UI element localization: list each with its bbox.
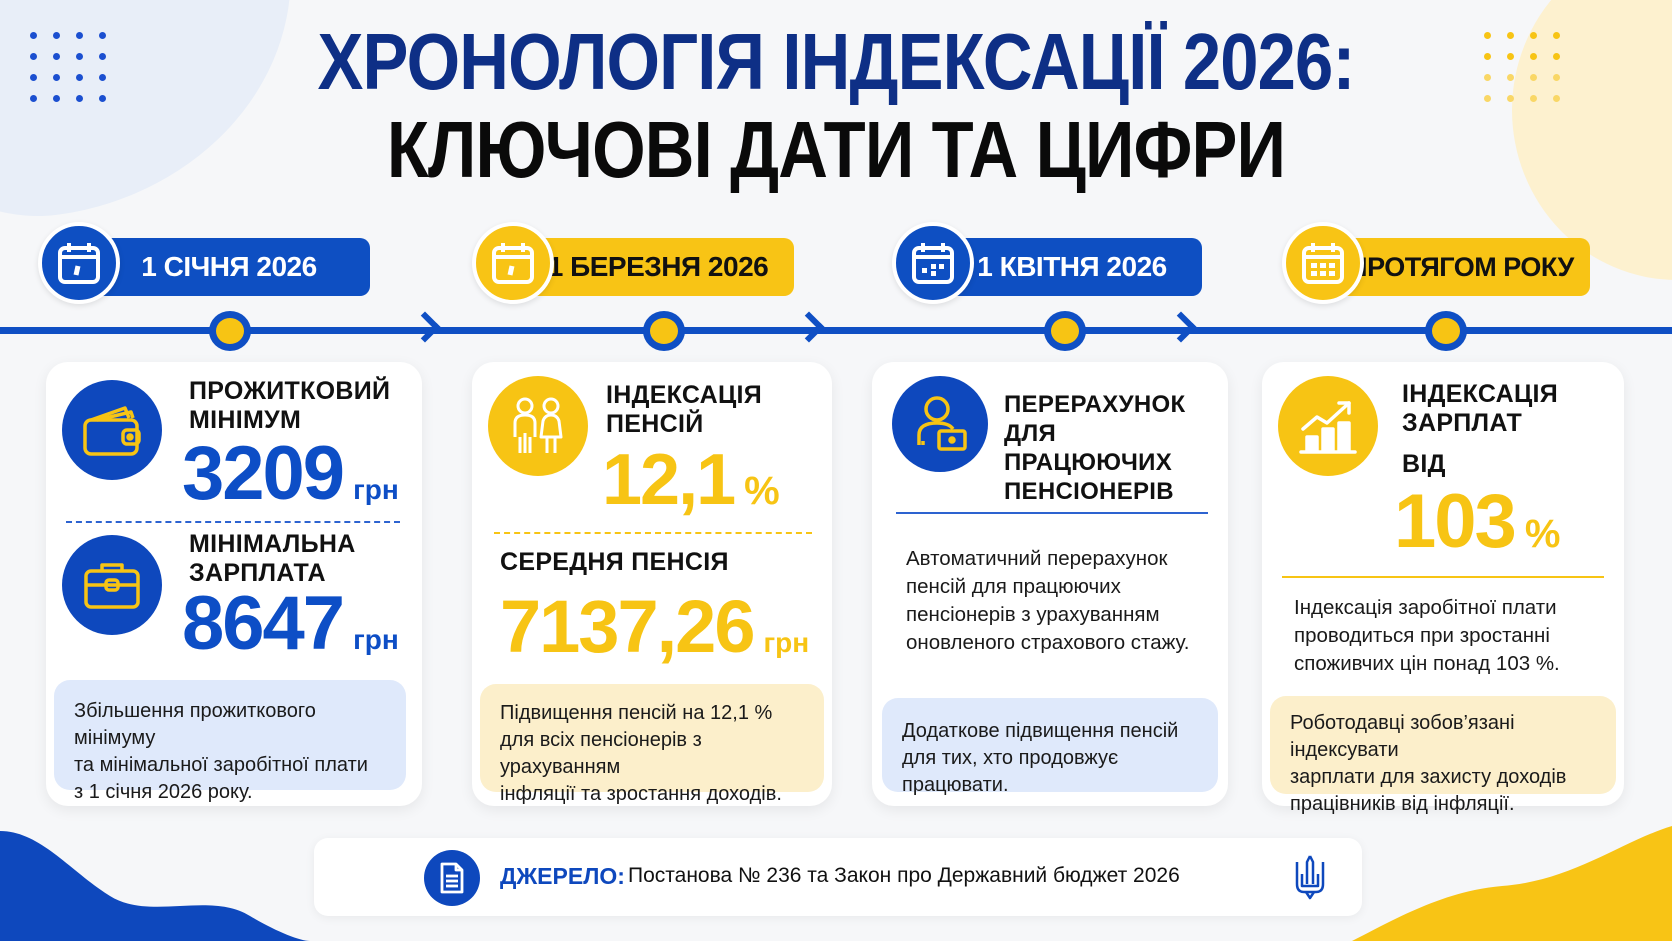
note-year: Роботодавці зобов’язані індексувати зарп… (1270, 696, 1616, 815)
living-wage-value: 3209 грн (182, 431, 399, 516)
salary-threshold-prefix: ВІД (1402, 450, 1446, 478)
card-march: ІНДЕКСАЦІЯ ПЕНСІЙ 12,1% СЕРЕДНЯ ПЕНСІЯ 7… (472, 362, 832, 806)
divider (494, 532, 812, 534)
divider (66, 521, 400, 523)
salary-indexation-description: Індексація заробітної плати проводиться … (1294, 596, 1560, 675)
timeline-arrow-icon (1165, 311, 1197, 343)
timeline-node (643, 311, 685, 351)
timeline-line (0, 327, 1672, 334)
calendar-icon (892, 222, 974, 304)
wallet-icon (62, 380, 162, 480)
min-wage-label: МІНІМАЛЬНА ЗАРПЛАТА (189, 530, 356, 587)
salary-threshold-value: 103% (1394, 479, 1561, 564)
decorative-wave-yellow (1352, 826, 1672, 941)
average-pension-value: 7137,26 грн (500, 585, 810, 668)
calendar-icon (472, 222, 554, 304)
note-april: Додаткове підвищення пенсій для тих, хто… (882, 698, 1218, 796)
date-text: 1 КВІТНЯ 2026 (942, 238, 1202, 296)
date-label-march: 1 БЕРЕЗНЯ 2026 (472, 222, 794, 304)
title-line-1: ХРОНОЛОГІЯ ІНДЕКСАЦІЇ 2026: (317, 17, 1356, 106)
timeline-node (1425, 311, 1467, 351)
elderly-couple-icon (488, 376, 588, 476)
date-text: ПРОТЯГОМ РОКУ (1332, 238, 1590, 296)
decorative-dots-yellow (1484, 32, 1561, 102)
min-wage-value: 8647 грн (182, 581, 399, 666)
decorative-wave-blue (0, 831, 310, 941)
calendar-icon (38, 222, 120, 304)
source-bar: ДЖЕРЕЛО: Постанова № 236 та Закон про Де… (314, 838, 1362, 916)
date-label-year: ПРОТЯГОМ РОКУ (1282, 222, 1590, 304)
timeline-arrow-icon (793, 311, 825, 343)
card-april: ПЕРЕРАХУНОК ДЛЯ ПРАЦЮЮЧИХ ПЕНСІОНЕРІВ Ав… (872, 362, 1228, 806)
trident-icon (1294, 854, 1326, 905)
note-march: Підвищення пенсій на 12,1 % для всіх пен… (480, 684, 824, 805)
card-year: ІНДЕКСАЦІЯ ЗАРПЛАТ ВІД 103% Індексація з… (1262, 362, 1624, 815)
person-laptop-icon (892, 376, 988, 472)
date-label-january: 1 СІЧНЯ 2026 (38, 222, 370, 304)
timeline-arrow-icon (409, 311, 441, 343)
calendar-icon (1282, 222, 1364, 304)
title-line-2: КЛЮЧОВІ ДАТИ ТА ЦИФРИ (386, 105, 1286, 194)
pension-indexation-value: 12,1% (602, 440, 780, 520)
document-icon (424, 850, 480, 906)
date-text: 1 БЕРЕЗНЯ 2026 (522, 238, 794, 296)
divider (896, 512, 1208, 514)
divider (1282, 576, 1604, 578)
timeline-node (209, 311, 251, 351)
source-label: ДЖЕРЕЛО: (500, 863, 625, 889)
page-title: ХРОНОЛОГІЯ ІНДЕКСАЦІЇ 2026: КЛЮЧОВІ ДАТИ… (117, 18, 1555, 194)
salary-indexation-label: ІНДЕКСАЦІЯ ЗАРПЛАТ (1402, 380, 1559, 437)
timeline-node (1044, 311, 1086, 351)
note-january: Збільшення прожиткового мінімуму та міні… (54, 680, 406, 803)
growth-chart-icon (1278, 376, 1378, 476)
card-january: ПРОЖИТКОВИЙ МІНІМУМ 3209 грн МІНІМАЛЬНА З… (46, 362, 422, 806)
source-text: Постанова № 236 та Закон про Державний б… (628, 864, 1180, 887)
date-label-april: 1 КВІТНЯ 2026 (892, 222, 1202, 304)
average-pension-label: СЕРЕДНЯ ПЕНСІЯ (500, 548, 729, 576)
briefcase-icon (62, 535, 162, 635)
recalc-description: Автоматичний перерахунок пенсій для прац… (906, 547, 1190, 654)
decorative-dots-blue (30, 32, 107, 102)
recalc-label: ПЕРЕРАХУНОК ДЛЯ ПРАЦЮЮЧИХ ПЕНСІОНЕРІВ (1004, 391, 1186, 505)
date-text: 1 СІЧНЯ 2026 (88, 238, 370, 296)
pension-indexation-label: ІНДЕКСАЦІЯ ПЕНСІЙ (606, 381, 763, 438)
living-wage-label: ПРОЖИТКОВИЙ МІНІМУМ (189, 377, 391, 434)
